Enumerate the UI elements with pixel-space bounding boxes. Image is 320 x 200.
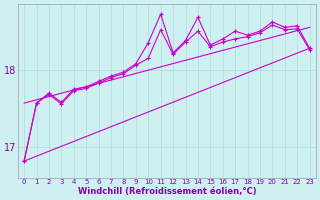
X-axis label: Windchill (Refroidissement éolien,°C): Windchill (Refroidissement éolien,°C) bbox=[77, 187, 256, 196]
